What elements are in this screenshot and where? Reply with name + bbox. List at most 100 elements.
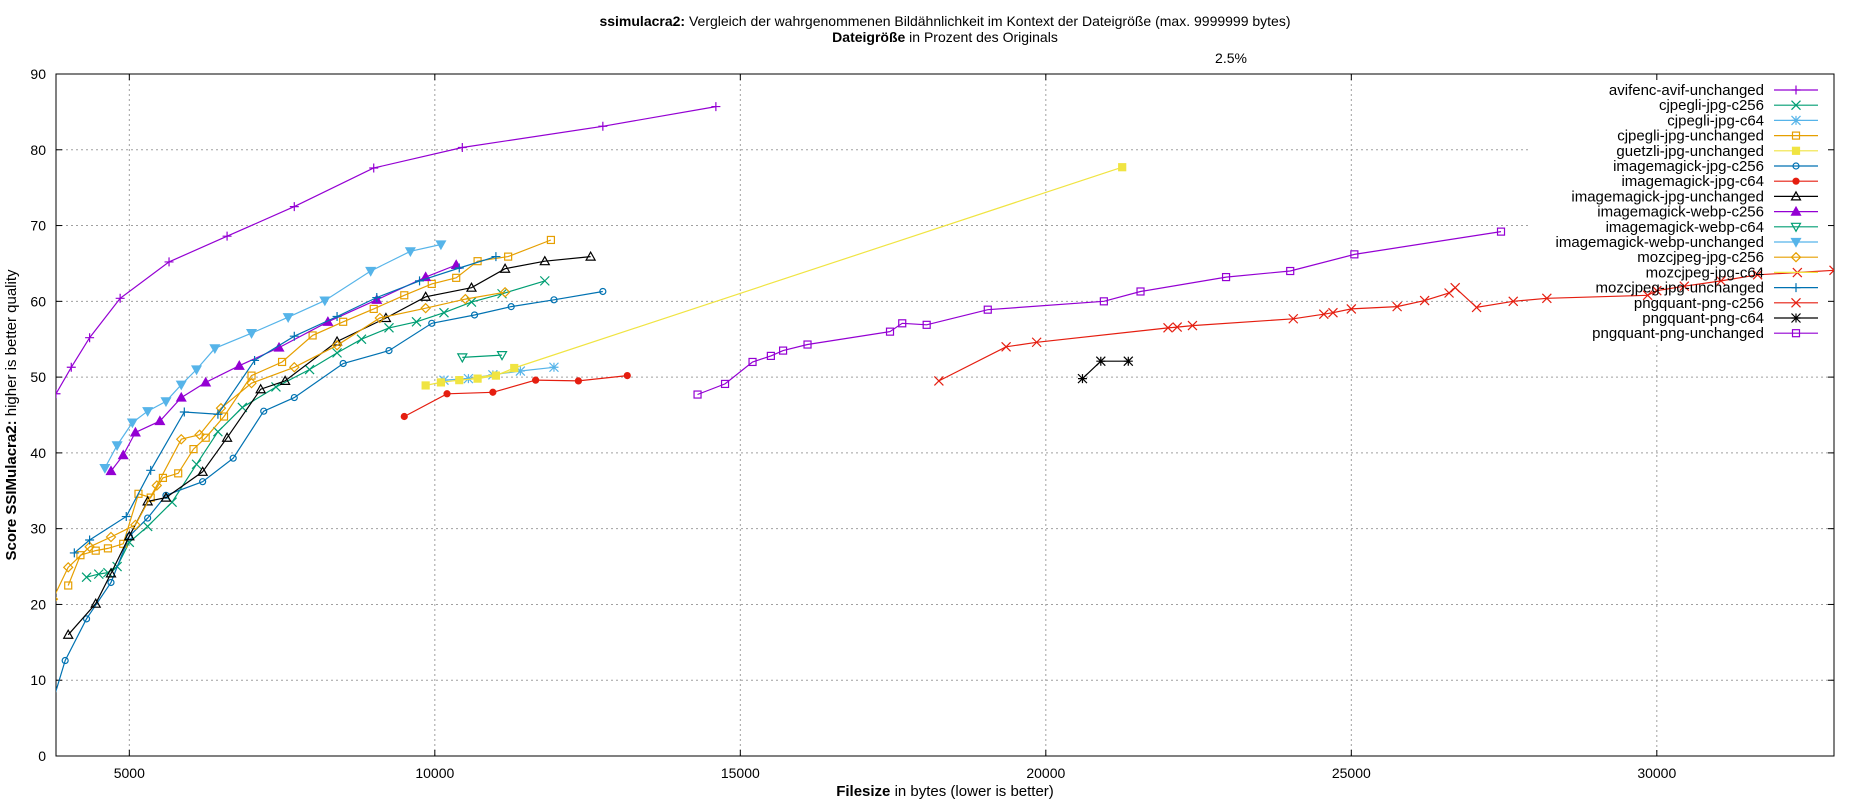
legend-label: avifenc-avif-unchanged <box>1609 82 1764 99</box>
data-point <box>221 432 233 442</box>
data-point <box>1791 297 1801 308</box>
data-point <box>81 572 92 583</box>
data-point <box>778 346 788 355</box>
data-point <box>331 339 343 351</box>
data-point <box>574 377 583 385</box>
data-point <box>539 275 550 286</box>
series-line <box>56 290 603 693</box>
data-point <box>365 266 377 277</box>
data-point <box>308 331 317 340</box>
data-point <box>470 311 479 319</box>
data-point <box>339 317 348 326</box>
series-line <box>938 269 1834 382</box>
data-point <box>504 252 513 261</box>
data-point <box>91 546 100 555</box>
series-line <box>462 354 503 358</box>
data-point <box>693 390 702 399</box>
data-point <box>1792 177 1800 185</box>
data-point <box>1790 222 1802 233</box>
data-point <box>229 454 237 462</box>
data-point <box>82 615 91 623</box>
data-point <box>175 433 187 445</box>
data-point <box>212 426 223 437</box>
data-point <box>319 296 331 307</box>
data-point <box>1187 320 1198 331</box>
series-line <box>471 369 518 380</box>
data-point <box>1136 287 1145 296</box>
data-point <box>175 391 187 402</box>
legend-label: pngquant-png-c64 <box>1642 310 1764 327</box>
x-tick-label: 30000 <box>1637 765 1676 781</box>
data-point <box>290 393 298 402</box>
series-line <box>86 280 545 578</box>
series-line <box>1082 360 1129 380</box>
data-point <box>1791 100 1801 111</box>
data-point <box>460 293 471 305</box>
data-point <box>496 351 508 361</box>
data-point <box>282 313 294 323</box>
legend-label: guetzli-jpg-unchanged <box>1616 143 1764 160</box>
data-point <box>439 307 449 318</box>
series-line <box>56 106 717 395</box>
data-point <box>271 382 281 392</box>
data-point <box>532 376 540 384</box>
data-point <box>922 320 931 329</box>
data-point <box>85 333 95 343</box>
data-point <box>539 255 551 266</box>
data-point <box>1350 250 1359 259</box>
legend-label: cjpegli-jpg-c64 <box>1667 112 1764 129</box>
series-cjpegli-jpg-unchanged <box>64 235 556 590</box>
data-point <box>44 718 50 724</box>
data-point <box>1829 265 1834 276</box>
data-point <box>62 561 74 573</box>
y-tick-label: 60 <box>30 293 46 309</box>
series-avifenc-avif-unchanged <box>56 102 721 399</box>
data-point <box>279 375 291 385</box>
series-imagemagick-jpg-unchanged <box>62 250 597 639</box>
data-point <box>454 263 464 273</box>
data-point <box>803 340 812 349</box>
legend-label: imagemagick-jpg-c64 <box>1621 173 1764 190</box>
data-point <box>1790 251 1802 263</box>
legend-label: mozcjpeg-jpg-c256 <box>1637 249 1764 266</box>
data-point <box>421 381 430 390</box>
data-point <box>491 371 501 380</box>
y-tick-label: 70 <box>30 218 46 234</box>
data-point <box>400 412 408 421</box>
data-point <box>515 366 526 376</box>
data-point <box>1077 373 1088 384</box>
data-point <box>489 388 497 396</box>
data-point <box>933 375 944 386</box>
plot-frame <box>55 73 1835 757</box>
data-point <box>197 466 209 476</box>
data-point <box>465 281 478 292</box>
y-tick-label: 0 <box>38 748 46 764</box>
data-point <box>1286 266 1295 276</box>
series-line <box>697 231 1502 396</box>
series-line <box>67 256 591 636</box>
data-point <box>85 535 95 545</box>
legend-label: imagemagick-webp-c256 <box>1597 204 1764 221</box>
data-point <box>142 495 154 506</box>
data-point <box>898 319 907 328</box>
series-mozcjpeg-jpg-unchanged <box>69 252 501 558</box>
data-point <box>164 257 174 267</box>
data-point <box>332 347 342 358</box>
data-point <box>233 360 245 370</box>
data-point <box>151 480 163 491</box>
data-point <box>1791 85 1801 95</box>
series-layer <box>44 102 1834 724</box>
data-point <box>499 286 511 298</box>
data-point <box>385 346 393 355</box>
legend: avifenc-avif-unchangedcjpegli-jpg-c256cj… <box>1556 82 1818 342</box>
data-point <box>457 143 467 153</box>
data-point <box>1221 272 1231 282</box>
data-point <box>1791 329 1801 338</box>
data-point <box>1541 293 1552 304</box>
data-point <box>105 531 117 543</box>
y-tick-label: 20 <box>30 596 46 612</box>
data-point <box>1328 307 1338 318</box>
data-point <box>473 374 482 383</box>
data-point <box>1508 296 1519 307</box>
